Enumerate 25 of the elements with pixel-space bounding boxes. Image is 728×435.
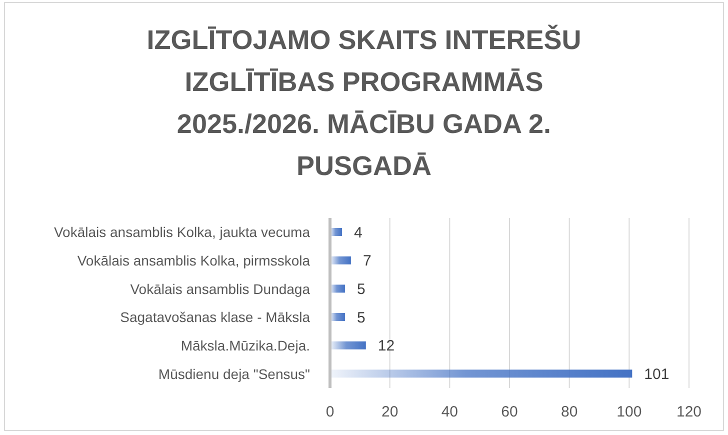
y-tick-label: Māksla.Mūzika.Deja.	[180, 337, 310, 354]
y-tick-label: Vokālais ansamblis Kolka, pirmsskola	[77, 252, 310, 268]
y-tick-label: Sagatavošanas klase - Māksla	[120, 309, 310, 326]
data-label: 5	[356, 280, 366, 298]
x-tick-label: 40	[441, 404, 458, 421]
bar	[330, 284, 345, 293]
data-label: 5	[356, 309, 366, 326]
data-label: 101	[644, 366, 670, 383]
x-tick-label: 20	[381, 404, 398, 421]
bar	[330, 256, 351, 264]
y-tick-label: Mūsdienu deja "Sensus"	[158, 366, 310, 382]
x-tick-label: 80	[560, 404, 578, 421]
bar	[330, 341, 366, 350]
x-tick-label: 100	[616, 404, 642, 421]
bar	[330, 370, 632, 378]
x-tick-label: 60	[501, 404, 518, 421]
y-tick-label: Vokālais ansamblis Kolka, jaukta vecuma	[54, 224, 310, 240]
data-label: 12	[378, 338, 395, 355]
y-tick-label: Vokālais ansamblis Dundaga	[130, 280, 310, 297]
data-label: 7	[362, 252, 372, 270]
data-label: 4	[354, 224, 362, 242]
x-tick-label: 0	[326, 404, 334, 421]
chart-title: IZGLĪTOJAMO SKAITS INTEREŠU IZGLĪTĪBAS PROGRAMMĀS 2025./2026. MĀCĪBU GADA 2. PUSGADĀ	[146, 24, 582, 183]
bar	[330, 313, 345, 321]
x-tick-label: 120	[676, 404, 702, 421]
